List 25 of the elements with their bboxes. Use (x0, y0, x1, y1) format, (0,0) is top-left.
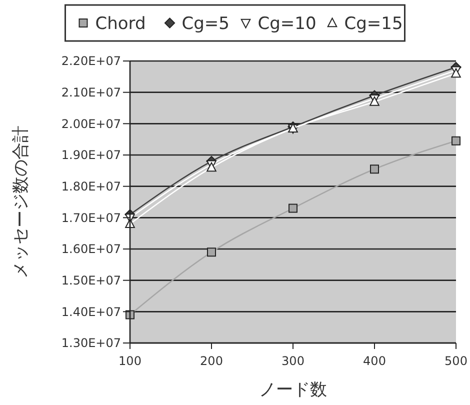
y-tick-label: 2.00E+07 (61, 116, 121, 131)
point (452, 136, 460, 146)
y-tick-label: 1.70E+07 (61, 210, 121, 225)
y-tick-label: 1.80E+07 (61, 180, 121, 194)
y-tick-label: 1.50E+07 (61, 274, 121, 288)
point (370, 164, 379, 174)
y-tick-label: 1.40E+07 (61, 304, 121, 319)
y-tick-label: 1.60E+07 (61, 242, 121, 256)
point (207, 248, 216, 257)
y-tick-label: 1.30E+07 (61, 336, 121, 350)
legend-label: Cg=15 (344, 14, 403, 34)
y-tick-label: 1.90E+07 (61, 148, 121, 162)
x-axis-title: ノード数 (259, 380, 327, 400)
point (288, 204, 298, 213)
x-tick-label: 400 (363, 354, 386, 368)
legend-label: Cg=5 (182, 14, 230, 34)
legend-label: Chord (95, 14, 146, 34)
y-axis-title: メッセージ数の合計 (11, 126, 31, 278)
y-tick-label: 2.20E+07 (61, 54, 121, 68)
x-tick-label: 100 (118, 354, 142, 368)
x-tick-label: 500 (444, 354, 468, 368)
y-tick-label: 2.10E+07 (61, 86, 121, 100)
legend-label: Cg=10 (258, 14, 316, 34)
x-tick-label: 200 (200, 354, 223, 368)
x-tick-label: 300 (282, 354, 304, 368)
